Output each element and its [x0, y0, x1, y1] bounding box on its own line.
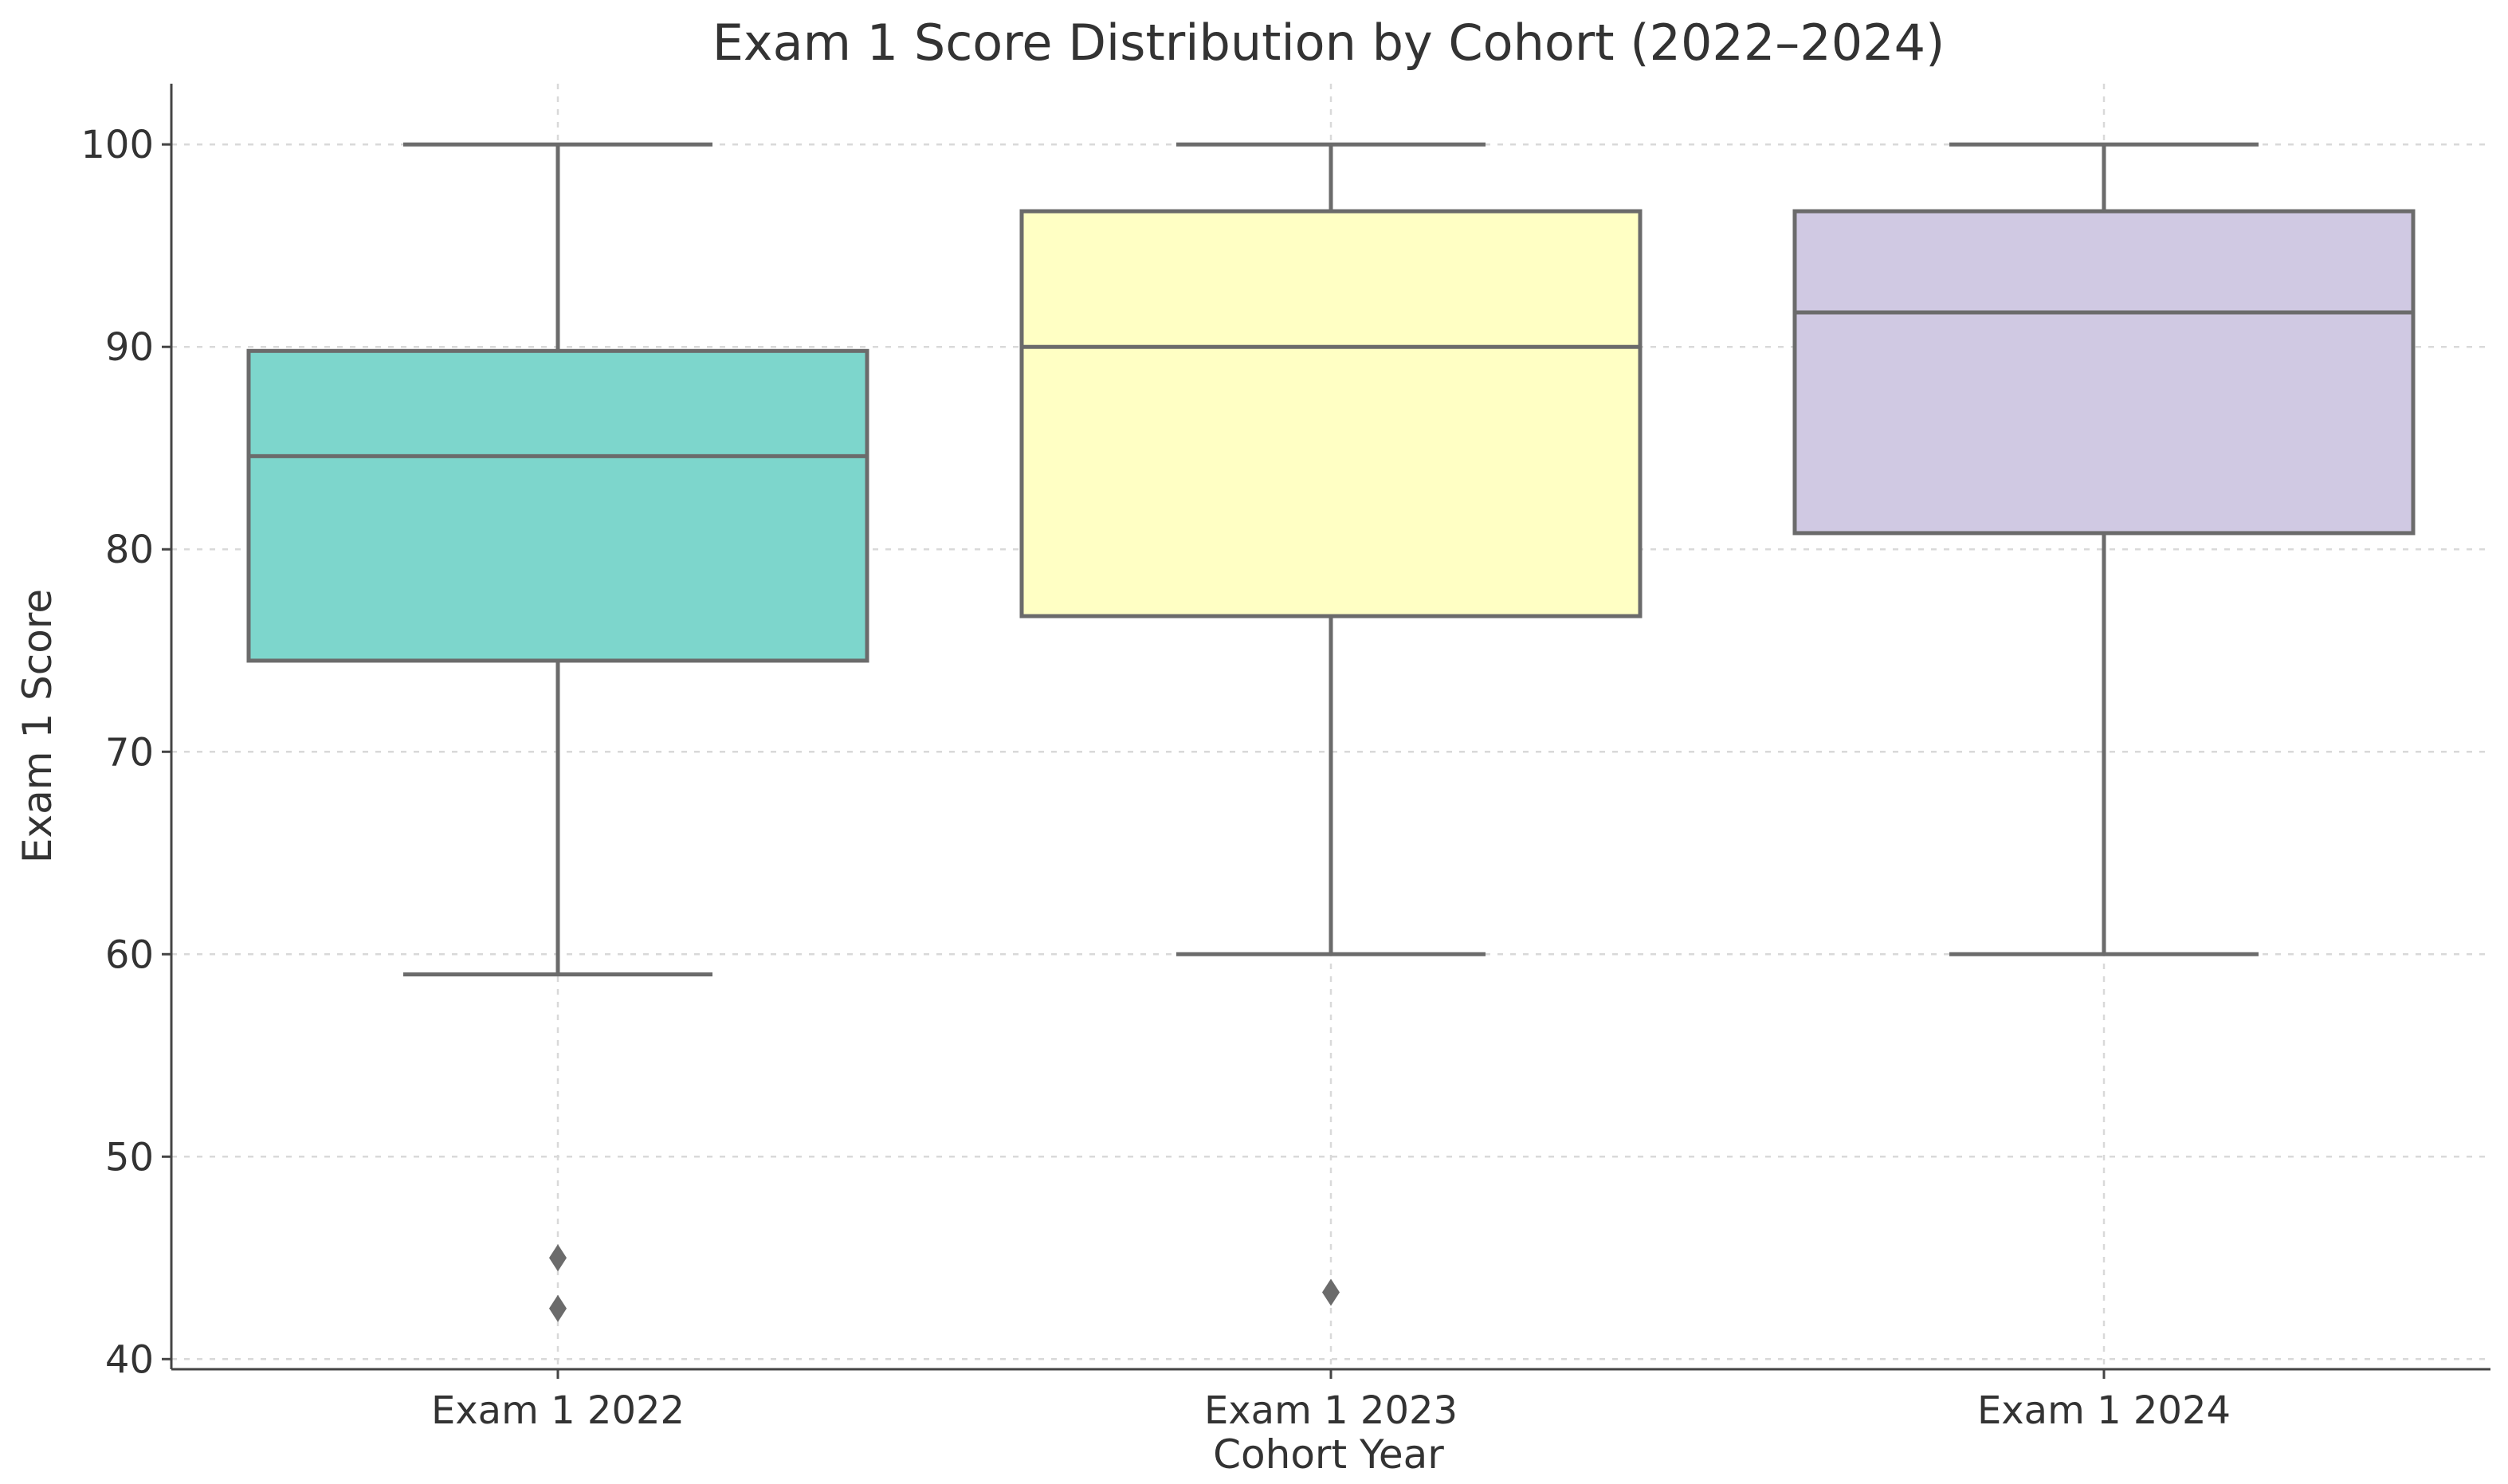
x-tick-label: Exam 1 2022 [431, 1388, 685, 1433]
y-ticks: 40 50 60 70 80 90 100 [80, 123, 171, 1382]
y-tick-label: 80 [105, 528, 154, 572]
y-tick-label: 90 [105, 325, 154, 370]
y-tick-label: 50 [105, 1135, 154, 1180]
iqr-box [1792, 209, 2416, 536]
x-axis-label: Cohort Year [1213, 1431, 1444, 1478]
y-axis-label: Exam 1 Score [14, 589, 61, 863]
y-tick-label: 40 [105, 1337, 154, 1382]
box-group [246, 142, 869, 1322]
y-tick-label: 60 [105, 932, 154, 977]
boxes [246, 142, 2416, 1322]
x-ticks: Exam 1 2022 Exam 1 2023 Exam 1 2024 [431, 1369, 2231, 1433]
box-group [1019, 142, 1643, 1306]
y-tick-label: 70 [105, 730, 154, 775]
chart-title: Exam 1 Score Distribution by Cohort (202… [712, 14, 1945, 72]
x-tick-label: Exam 1 2024 [1977, 1388, 2231, 1433]
outlier-point [1322, 1278, 1340, 1306]
outlier-point [549, 1294, 567, 1322]
iqr-box [246, 348, 869, 663]
x-tick-label: Exam 1 2023 [1204, 1388, 1458, 1433]
box-group [1792, 142, 2416, 956]
iqr-box [1019, 209, 1643, 618]
outlier-point [549, 1244, 567, 1272]
y-tick-label: 100 [80, 123, 154, 167]
